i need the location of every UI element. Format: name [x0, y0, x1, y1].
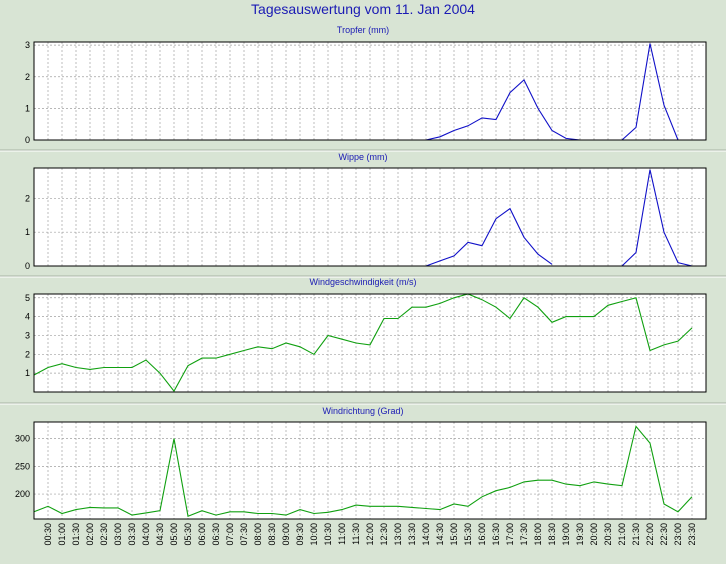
x-tick-label: 03:00 [113, 523, 123, 546]
y-tick-label: 3 [25, 40, 30, 50]
y-tick-label: 1 [25, 368, 30, 378]
x-tick-label: 12:00 [365, 523, 375, 546]
x-tick-label: 19:00 [561, 523, 571, 546]
x-tick-label: 10:00 [309, 523, 319, 546]
x-tick-label: 18:30 [547, 523, 557, 546]
y-tick-label: 2 [25, 193, 30, 203]
x-tick-label: 01:00 [57, 523, 67, 546]
x-tick-label: 21:30 [631, 523, 641, 546]
x-tick-label: 10:30 [323, 523, 333, 546]
page-title: Tagesauswertung vom 11. Jan 2004 [251, 1, 475, 17]
x-tick-label: 17:30 [519, 523, 529, 546]
x-tick-label: 15:00 [449, 523, 459, 546]
x-tick-label: 00:30 [43, 523, 53, 546]
x-tick-label: 19:30 [575, 523, 585, 546]
y-tick-label: 250 [15, 461, 30, 471]
x-tick-label: 05:30 [183, 523, 193, 546]
series-line [621, 43, 679, 141]
y-tick-label: 2 [25, 72, 30, 82]
series-line [425, 207, 553, 267]
x-tick-label: 21:00 [617, 523, 627, 546]
x-tick-label: 12:30 [379, 523, 389, 546]
y-tick-label: 0 [25, 135, 30, 145]
y-tick-label: 1 [25, 227, 30, 237]
y-tick-label: 300 [15, 434, 30, 444]
plot-frame [33, 421, 707, 520]
x-tick-label: 14:30 [435, 523, 445, 546]
x-tick-label: 06:30 [211, 523, 221, 546]
y-tick-label: 1 [25, 103, 30, 113]
x-tick-label: 22:30 [659, 523, 669, 546]
x-tick-label: 13:30 [407, 523, 417, 546]
panel-title: Windgeschwindigkeit (m/s) [309, 277, 416, 287]
panel-title: Wippe (mm) [339, 152, 388, 162]
x-tick-label: 08:00 [253, 523, 263, 546]
x-tick-label: 17:00 [505, 523, 515, 546]
x-tick-label: 07:00 [225, 523, 235, 546]
y-tick-label: 4 [25, 312, 30, 322]
y-tick-label: 200 [15, 489, 30, 499]
series-line [33, 293, 693, 393]
x-tick-label: 13:00 [393, 523, 403, 546]
x-tick-label: 22:00 [645, 523, 655, 546]
x-tick-label: 16:30 [491, 523, 501, 546]
x-tick-label: 07:30 [239, 523, 249, 546]
x-tick-label: 02:00 [85, 523, 95, 546]
panel-title: Tropfer (mm) [337, 25, 389, 35]
y-tick-label: 5 [25, 293, 30, 303]
x-tick-label: 03:30 [127, 523, 137, 546]
y-tick-label: 2 [25, 349, 30, 359]
x-tick-label: 11:00 [337, 523, 347, 545]
x-tick-label: 01:30 [71, 523, 81, 546]
y-tick-label: 0 [25, 261, 30, 271]
x-tick-label: 11:30 [351, 523, 361, 545]
series-line [425, 79, 581, 141]
x-tick-label: 14:00 [421, 523, 431, 546]
x-tick-label: 04:00 [141, 523, 151, 546]
x-tick-label: 02:30 [99, 523, 109, 546]
x-tick-label: 23:00 [673, 523, 683, 546]
plot-frame [33, 167, 707, 267]
x-tick-label: 04:30 [155, 523, 165, 546]
x-tick-label: 16:00 [477, 523, 487, 546]
y-tick-label: 3 [25, 330, 30, 340]
x-tick-label: 05:00 [169, 523, 179, 546]
panel-title: Windrichtung (Grad) [322, 406, 403, 416]
x-tick-label: 09:30 [295, 523, 305, 546]
plot-frame [33, 293, 707, 393]
x-tick-label: 23:30 [687, 523, 697, 546]
x-tick-label: 08:30 [267, 523, 277, 546]
x-tick-label: 18:00 [533, 523, 543, 546]
x-tick-label: 20:30 [603, 523, 613, 546]
series-line [621, 169, 693, 267]
x-tick-label: 15:30 [463, 523, 473, 546]
series-line [33, 425, 693, 517]
x-tick-label: 09:00 [281, 523, 291, 546]
plot-frame [33, 41, 707, 141]
x-tick-label: 06:00 [197, 523, 207, 546]
x-tick-label: 20:00 [589, 523, 599, 546]
